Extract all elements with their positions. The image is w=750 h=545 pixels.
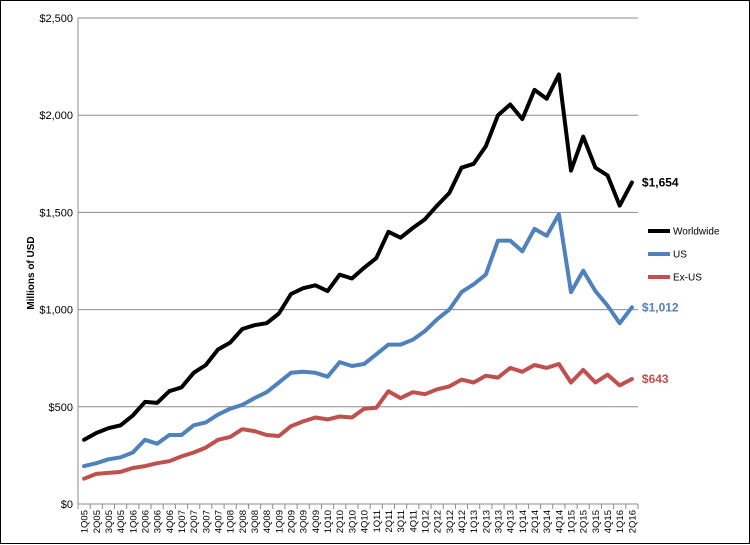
x-tick-label: 3Q08: [250, 510, 261, 533]
x-tick-label: 2Q13: [481, 510, 492, 533]
x-tick-label: 3Q15: [591, 510, 602, 533]
x-tick-label: 3Q06: [153, 510, 164, 533]
x-tick-label: 4Q06: [165, 510, 176, 533]
series-line-ex-us: [82, 362, 634, 481]
x-tick-label: 2Q07: [189, 510, 200, 533]
series-lines: [82, 72, 634, 481]
x-tick-label: 4Q08: [262, 510, 273, 533]
x-tick-label: 4Q11: [408, 510, 419, 533]
x-tick-label: 3Q11: [396, 510, 407, 533]
series-line-us: [82, 212, 634, 469]
y-tick-label: $2,000: [39, 110, 73, 122]
series-end-labels: $1,654 $1,012 $643: [642, 175, 679, 386]
x-tick-label: 3Q10: [347, 510, 358, 533]
x-tick-label: 1Q16: [615, 510, 626, 533]
end-label-us: $1,012: [642, 300, 679, 314]
x-tick-label: 1Q10: [323, 510, 334, 533]
x-tick-label: 1Q07: [177, 510, 188, 533]
x-tick-label: 1Q11: [372, 510, 383, 533]
x-tick-label: 3Q14: [542, 510, 553, 533]
x-tick-label: 1Q05: [80, 510, 91, 533]
y-tick-label: $1,500: [39, 207, 73, 219]
x-tick-label: 3Q05: [104, 510, 115, 533]
y-tick-label: $500: [49, 402, 73, 414]
x-tick-label: 2Q08: [238, 510, 249, 533]
x-tick-label: 2Q14: [530, 510, 541, 533]
end-label-ex-us: $643: [642, 372, 669, 386]
x-tick-label: 1Q12: [420, 510, 431, 533]
x-tick-label: 2Q10: [335, 510, 346, 533]
x-tick-label: 2Q12: [433, 510, 444, 533]
legend-label-us: US: [673, 250, 687, 261]
legend-label-worldwide: Worldwide: [673, 227, 720, 238]
x-tick-label: 4Q05: [116, 510, 127, 533]
x-tick-label: 4Q09: [311, 510, 322, 533]
y-tick-label: $2,500: [39, 13, 73, 25]
y-tick-label: $1,000: [39, 305, 73, 317]
x-tick-label: 3Q07: [201, 510, 212, 533]
x-tick-label: 4Q10: [360, 510, 371, 533]
x-tick-label: 3Q12: [445, 510, 456, 533]
x-tick-label: 3Q09: [299, 510, 310, 533]
x-tick-label: 1Q14: [518, 510, 529, 533]
x-tick-label: 1Q08: [226, 510, 237, 533]
legend: Worldwide US Ex-US: [648, 227, 720, 284]
x-tick-label: 4Q12: [457, 510, 468, 533]
series-line-worldwide: [82, 72, 634, 442]
axes: [77, 18, 639, 509]
y-tick-label: $0: [61, 499, 73, 511]
x-tick-label: 2Q11: [384, 510, 395, 533]
x-tick-label: 4Q13: [506, 510, 517, 533]
x-tick-label: 2Q05: [92, 510, 103, 533]
end-label-worldwide: $1,654: [642, 175, 679, 189]
x-tick-label: 1Q15: [567, 510, 578, 533]
x-tick-label: 2Q06: [140, 510, 151, 533]
x-tick-label: 2Q09: [287, 510, 298, 533]
x-tick-label: 4Q07: [214, 510, 225, 533]
x-tick-label: 2Q15: [579, 510, 590, 533]
x-tick-label: 1Q06: [128, 510, 139, 533]
x-tick-label: 4Q14: [554, 510, 565, 533]
x-tick-label: 1Q09: [274, 510, 285, 533]
x-tick-label: 1Q13: [469, 510, 480, 533]
gridlines: [78, 17, 638, 408]
x-tick-label: 2Q16: [627, 510, 638, 533]
x-tick-labels: 1Q05 2Q05 3Q05 4Q05 1Q06 2Q06 3Q06 4Q06 1Q07 2Q07…: [80, 510, 639, 533]
y-tick-labels: $0 $500 $1,000 $1,500 $2,000 $2,500: [39, 13, 73, 511]
x-tick-label: 3Q13: [494, 510, 505, 533]
x-tick-label: 4Q15: [603, 510, 614, 533]
legend-label-ex-us: Ex-US: [673, 273, 702, 284]
y-axis-label: Millions of USD: [26, 236, 37, 309]
